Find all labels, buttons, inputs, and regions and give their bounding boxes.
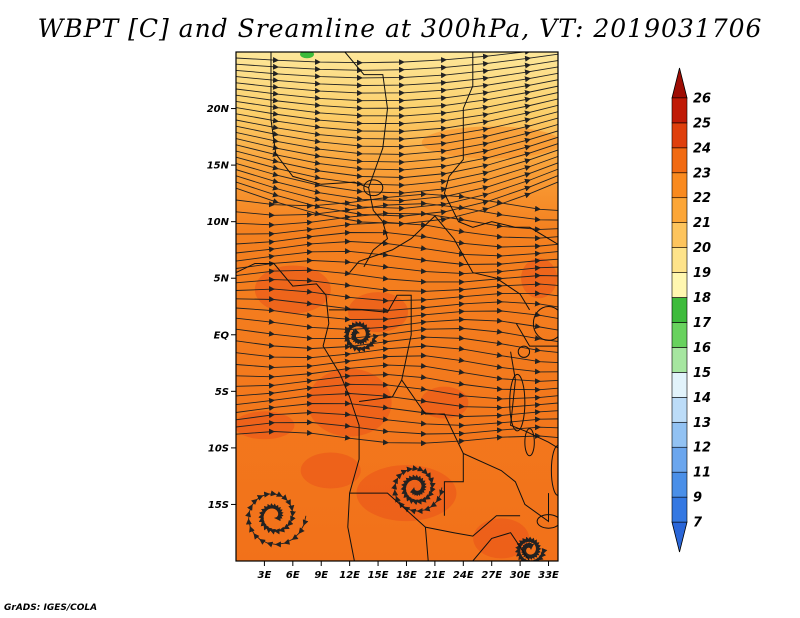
lat-tick-label: 5S (215, 387, 229, 398)
streamlines (236, 52, 558, 561)
lake-outline (517, 345, 531, 358)
border-line (349, 215, 531, 311)
streamline (245, 490, 309, 548)
lake-outline (536, 514, 558, 529)
map-plot-area (235, 51, 559, 562)
plot-frame (235, 51, 559, 562)
colorbar-label: 24 (693, 141, 711, 156)
colorbar-swatch (671, 322, 688, 348)
lat-tick-label: 15S (208, 500, 229, 511)
border-line (472, 532, 549, 561)
lon-tick-label: 18E (396, 570, 417, 581)
colorbar-label: 22 (693, 191, 711, 206)
colorbar-label: 12 (693, 441, 711, 456)
colorbar-swatch (671, 471, 688, 498)
colorbar-label: 17 (693, 316, 712, 331)
colorbar-label: 20 (693, 241, 711, 256)
colorbar-swatch (671, 347, 688, 373)
colorbar-label: 26 (693, 91, 711, 106)
border-line (424, 527, 429, 561)
colorbar-label: 11 (693, 466, 711, 481)
border-line (328, 294, 412, 402)
streamline (236, 316, 558, 333)
lake-outline (509, 373, 526, 432)
border-line (510, 351, 558, 449)
colorbar-label: 18 (693, 291, 711, 306)
streamline (343, 321, 379, 353)
colorbar-label: 15 (693, 366, 711, 381)
lon-tick-label: 6E (286, 570, 300, 581)
longitude-axis: 3E 6E 9E 12E 15E 18E 21E 24E 27E 30E 33E (258, 561, 559, 581)
colorbar-swatch (671, 97, 688, 124)
lat-tick-label: 5N (214, 274, 230, 285)
lon-tick-label: 12E (339, 570, 360, 581)
colorbar-max-triangle (671, 67, 688, 99)
colorbar-swatch (671, 397, 688, 423)
colorbar-swatch (671, 197, 688, 223)
border-line (515, 323, 558, 347)
colorbar: 7 9 11 12 13 14 15 16 17 18 19 20 21 22 23 24 25 26 (671, 67, 712, 553)
colorbar-label: 16 (693, 341, 711, 356)
colorbar-swatch (671, 247, 688, 273)
colorbar-swatch (671, 147, 688, 174)
colorbar-swatch (671, 222, 688, 248)
lon-tick-label: 24E (453, 570, 474, 581)
colorbar-swatch (671, 122, 688, 149)
wbpt-patch (300, 452, 361, 489)
lon-tick-label: 9E (314, 570, 328, 581)
colorbar-label: 21 (693, 216, 711, 231)
colorbar-swatch (671, 172, 688, 199)
credit-text: GrADS: IGES/COLA (4, 603, 98, 613)
colorbar-min-triangle (671, 521, 688, 553)
lake-outline (524, 428, 535, 457)
colorbar-label: 14 (693, 391, 711, 406)
lon-tick-label: 27E (481, 570, 502, 581)
country-borders (236, 52, 558, 561)
map-title: WBPT [C] and Sreamline at 300hPa, VT: 20… (37, 14, 763, 43)
lat-tick-label: 10N (207, 217, 230, 228)
lake-outline (550, 445, 558, 496)
colorbar-swatch (671, 496, 688, 523)
lat-tick-label: 15N (207, 161, 230, 172)
colorbar-label: 9 (693, 491, 702, 506)
lat-tick-label: 10S (208, 443, 229, 454)
streamline (236, 428, 558, 447)
streamline (514, 536, 548, 561)
border-line (443, 453, 464, 516)
colorbar-swatch (671, 272, 688, 298)
lon-tick-label: 15E (368, 570, 389, 581)
lake-outline (532, 306, 558, 341)
colorbar-label: 19 (693, 266, 711, 281)
wbpt-patch (473, 518, 530, 559)
wbpt-patch (521, 258, 558, 299)
colorbar-swatch (671, 421, 688, 448)
lon-tick-label: 33E (538, 570, 559, 581)
border-line (236, 263, 360, 561)
lon-tick-label: 30E (510, 570, 531, 581)
streamline (391, 465, 445, 515)
border-line (401, 379, 549, 523)
lake-outline (363, 179, 384, 197)
lon-tick-label: 21E (425, 570, 446, 581)
colorbar-label: 23 (693, 166, 711, 181)
colorbar-swatch (671, 372, 688, 398)
border-line (349, 492, 521, 537)
colorbar-label: 13 (693, 416, 711, 431)
lat-tick-label: 20N (207, 104, 230, 115)
lat-tick-label: EQ (214, 330, 230, 341)
lon-tick-label: 3E (258, 570, 272, 581)
colorbar-label: 7 (693, 516, 703, 531)
colorbar-swatch (671, 446, 688, 473)
colorbar-label: 25 (693, 116, 711, 131)
wbpt-patch (236, 411, 295, 440)
border-line (443, 52, 558, 245)
latitude-axis: 20N 15N 10N 5N EQ 5S 10S 15S (207, 104, 236, 511)
border-line (270, 52, 369, 189)
colorbar-swatch (671, 297, 688, 323)
